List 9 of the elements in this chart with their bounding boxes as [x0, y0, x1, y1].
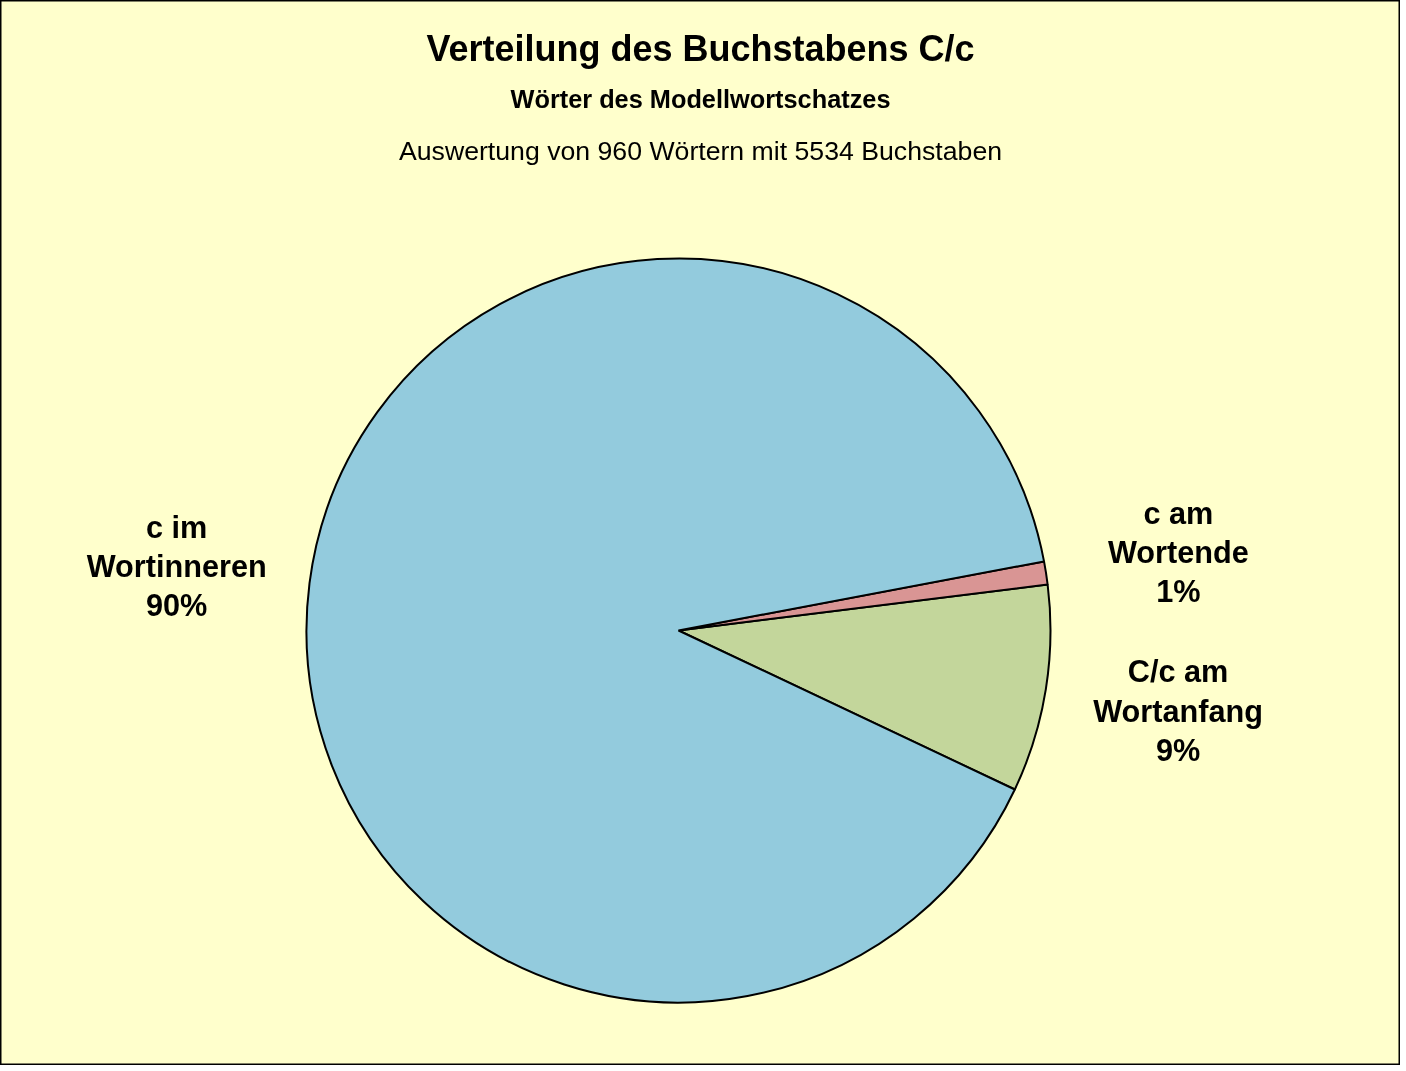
slice-label: C/c am Wortanfang [1093, 654, 1263, 729]
data-label: 1% [1156, 574, 1201, 609]
slice-label: c im Wortinneren [86, 510, 267, 584]
text: Auswertung von 960 Wörtern mit 5534 Buchstaben [398, 135, 1003, 166]
slice-label: c am Wortende [1107, 496, 1249, 570]
data-label: 9% [1155, 732, 1201, 767]
chart-subtitle: Wörter des Modellwortschatzes [510, 84, 891, 113]
data-label: 90% [146, 588, 208, 623]
chart-title: Verteilung des Buchstabens C/c [426, 28, 975, 69]
